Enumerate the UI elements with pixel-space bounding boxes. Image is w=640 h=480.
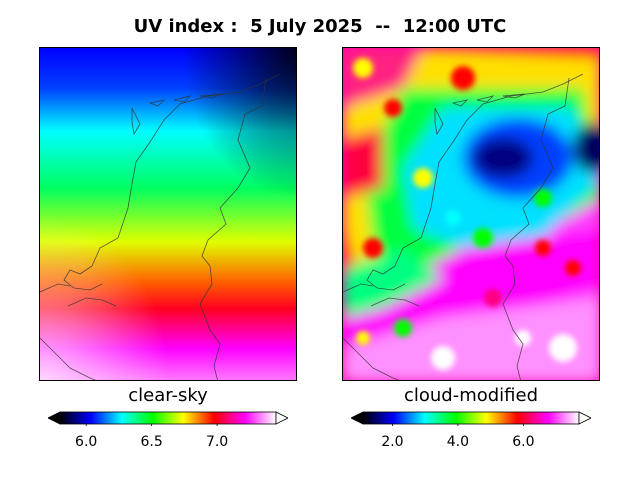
colorbar-tick-label: 7.0 [205,434,229,450]
colorbar-tick-label: 6.0 [75,434,98,450]
coastline-outline [343,73,584,380]
colorbar-extend-max [578,411,591,425]
colorbar-tick-label: 4.0 [446,434,470,450]
colorbar-tick-label: 6.0 [512,434,535,450]
colorbar-extend-min [48,411,61,425]
chart-title: UV index : 5 July 2025 -- 12:00 UTC [133,16,507,37]
clear-sky-label: clear-sky [128,385,208,406]
cloud-modified-heatmap [343,48,599,380]
colorbar-extend-min [351,411,364,425]
colorbar-tick-label: 2.0 [381,434,404,450]
clear-sky-heatmap [40,48,296,380]
colorbar-extend-max [275,411,288,425]
colorbar-gradient [362,411,580,425]
cloud-modified-label: cloud-modified [403,385,539,406]
clear-sky-map [39,47,297,381]
cloud-modified-map [342,47,600,381]
colorbar-gradient [59,411,277,425]
colorbar-tick-label: 6.5 [140,434,163,450]
cloud-modified-colorbar [351,411,591,426]
coastline-outline [40,73,281,380]
clear-sky-colorbar [48,411,288,426]
